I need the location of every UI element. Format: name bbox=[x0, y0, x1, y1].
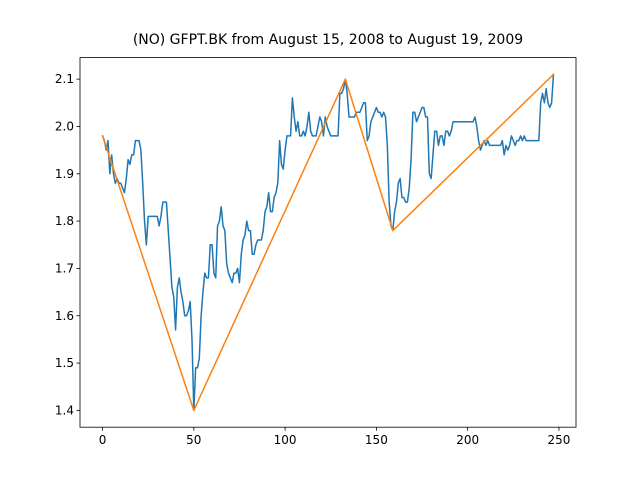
x-tick-label: 150 bbox=[365, 433, 388, 447]
y-tick-label: 1.5 bbox=[55, 356, 74, 370]
line-series bbox=[101, 73, 555, 412]
y-tick-label: 1.6 bbox=[55, 309, 74, 323]
y-tick-label: 2.0 bbox=[55, 119, 74, 133]
y-tick-label: 1.4 bbox=[55, 403, 74, 417]
line-series bbox=[101, 73, 555, 412]
x-tick-label: 50 bbox=[186, 433, 201, 447]
x-tick-label: 200 bbox=[456, 433, 479, 447]
y-tick-label: 1.8 bbox=[55, 214, 74, 228]
x-tick-label: 100 bbox=[274, 433, 297, 447]
plot-frame bbox=[79, 57, 577, 428]
x-tick-label: 250 bbox=[547, 433, 570, 447]
x-tick-label: 0 bbox=[99, 433, 107, 447]
y-tick-label: 1.7 bbox=[55, 261, 74, 275]
y-tick-label: 1.9 bbox=[55, 167, 74, 181]
y-tick-label: 2.1 bbox=[55, 72, 74, 86]
chart-title: (NO) GFPT.BK from August 15, 2008 to Aug… bbox=[133, 32, 523, 48]
